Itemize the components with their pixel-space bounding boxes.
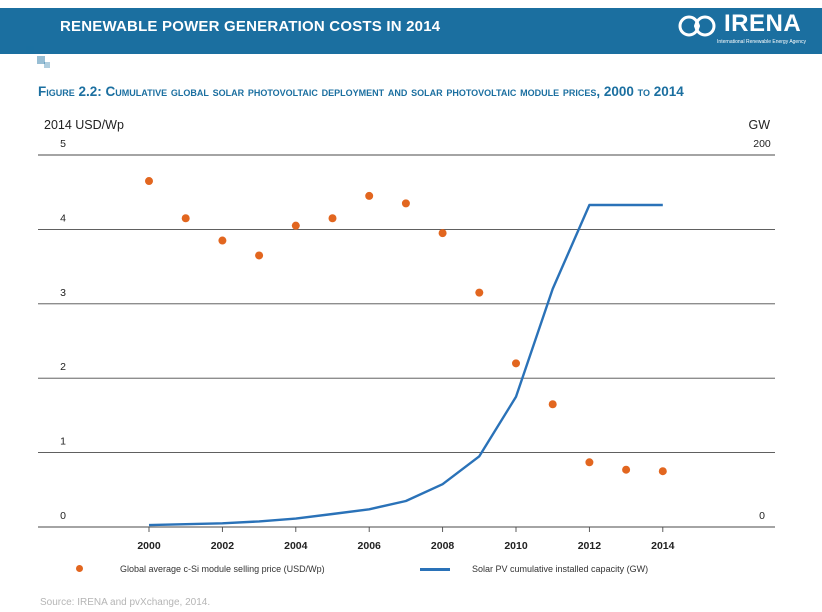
x-axis-tick-label: 2014 [651,540,675,552]
page-header-title: RENEWABLE POWER GENERATION COSTS IN 2014 [60,18,441,35]
price-point [585,458,594,467]
header-decoration [37,56,45,64]
left-axis-tick-label: 2 [60,361,66,373]
x-axis-tick-label: 2002 [211,540,235,552]
price-point [328,214,337,223]
x-axis-tick-label: 2010 [504,540,528,552]
capacity-line [148,203,663,527]
logo-wordmark: IRENA [724,10,802,37]
left-axis-tick-label: 3 [60,287,66,299]
right-axis-tick-label: 200 [753,138,771,150]
grid-lines [38,154,775,528]
header-decoration [33,34,42,43]
price-point [218,236,227,245]
right-axis-tick-label: 0 [759,510,765,522]
legend-capacity-label: Solar PV cumulative installed capacity (… [472,564,649,574]
price-point [475,288,484,297]
price-point [145,177,153,186]
capacity-line-series [148,203,663,527]
x-axis-tick-label: 2012 [578,540,602,552]
right-axis-unit-label: GW [748,118,770,132]
price-point [365,191,374,200]
legend-capacity-marker [420,568,450,571]
header-decoration [26,46,34,54]
price-point [401,199,410,208]
legend-price-marker [76,565,83,572]
price-point [291,221,300,230]
left-axis-tick-label: 0 [60,510,66,522]
price-point [548,400,557,409]
left-axis-tick-label: 1 [60,436,66,448]
header-decoration [44,62,50,68]
price-point [438,229,447,238]
x-axis-tick-label: 2004 [284,540,308,552]
irena-logo: IRENA International Renewable Energy Age… [678,10,808,50]
header-bar [0,8,822,54]
left-axis-tick-label: 5 [60,138,66,150]
price-point [658,467,667,476]
axis-tick-labels: 0 1 2 3 4 5 0 200 2000 2002 2004 2006 2008 2010 2012 20… [60,138,771,552]
price-point [255,251,264,260]
price-point [622,465,631,474]
header-decoration [20,20,30,30]
price-scatter-series [145,177,667,476]
left-axis-tick-label: 4 [60,212,66,224]
legend-price-label: Global average c-Si module selling price… [120,564,325,574]
price-point [512,359,520,368]
left-axis-unit-label: 2014 USD/Wp [44,118,124,132]
price-point [181,214,190,223]
x-axis-tick-label: 2008 [431,540,455,552]
figure-title: Figure 2.2: Cumulative global solar phot… [38,84,684,99]
logo-subtitle: International Renewable Energy Agency [717,39,806,45]
logo-icon [678,15,716,37]
source-note: Source: IRENA and pvXchange, 2014. [40,597,211,608]
x-axis-tick-label: 2006 [358,540,382,552]
x-axis-tick-label: 2000 [137,540,161,552]
